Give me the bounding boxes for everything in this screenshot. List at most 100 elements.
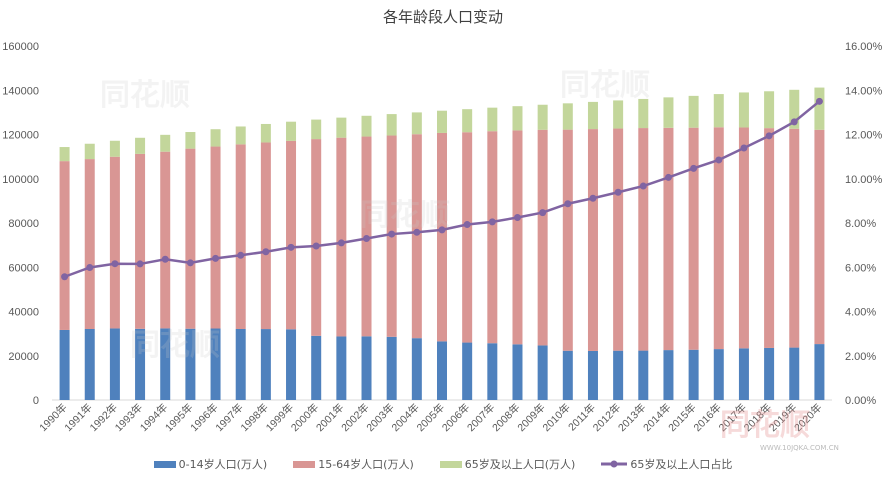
legend-label: 65岁及以上人口占比 <box>630 458 733 471</box>
watermark-url: WWW.10JQKA.COM.CN <box>760 444 839 452</box>
bar-segment <box>437 132 447 342</box>
line-point <box>614 188 622 196</box>
y-tick-label: 160000 <box>2 41 39 53</box>
bar-segment <box>487 343 498 400</box>
bar-segment <box>713 349 724 400</box>
bar-segment <box>764 347 775 400</box>
line-point <box>664 173 672 181</box>
bar-segment <box>638 98 649 129</box>
bar-segment <box>638 350 649 400</box>
legend-label: 15-64岁人口(万人) <box>318 458 414 471</box>
bar-segment <box>789 89 800 129</box>
bar-segment <box>663 350 674 400</box>
bar-segment <box>386 336 397 400</box>
y2-tick-label: 12.00% <box>845 130 883 142</box>
legend-item[interactable]: 65岁及以上人口(万人) <box>439 456 576 472</box>
bar-segment <box>160 328 171 400</box>
bar-segment <box>311 119 322 140</box>
bar-segment <box>537 129 548 346</box>
bar-segment <box>59 161 70 330</box>
bar-segment <box>235 126 246 145</box>
bar-segment <box>688 127 699 350</box>
bar-segment <box>135 328 146 400</box>
y2-tick-label: 0.00% <box>845 395 876 407</box>
y-tick-label: 80000 <box>8 218 39 230</box>
bar-segment <box>487 131 498 344</box>
bar-segment <box>160 134 171 152</box>
bar-segment <box>587 129 598 351</box>
y-tick-label: 60000 <box>8 262 39 274</box>
bar-segment <box>386 114 397 136</box>
bar-segment <box>462 342 473 400</box>
bar-segment <box>311 335 322 400</box>
bar-segment <box>135 137 146 154</box>
bar-segment <box>512 130 523 345</box>
y2-tick-label: 2.00% <box>845 351 876 363</box>
bar-segment <box>437 110 447 133</box>
bar-segment <box>84 159 95 329</box>
bar-segment <box>109 140 120 157</box>
legend-item[interactable]: 0-14岁人口(万人) <box>153 456 267 472</box>
bar-segment <box>613 128 624 351</box>
bar-segment <box>814 129 825 345</box>
legend-item[interactable]: 15-64岁人口(万人) <box>293 456 414 472</box>
line-point <box>639 182 647 190</box>
bar-segment <box>109 156 120 329</box>
bar-segment <box>260 123 271 143</box>
bar-segment <box>160 151 171 329</box>
line-point <box>815 97 823 105</box>
line-point <box>690 164 698 172</box>
bar-segment <box>764 128 775 348</box>
bar-segment <box>411 134 422 339</box>
bar-segment <box>462 109 473 133</box>
bar-segment <box>814 87 825 130</box>
line-point <box>363 234 371 242</box>
y-tick-label: 140000 <box>2 85 39 97</box>
line-point <box>61 273 69 281</box>
line-point <box>287 243 295 251</box>
line-point <box>312 242 320 250</box>
bar-segment <box>286 121 297 141</box>
line-point <box>136 260 144 268</box>
bar-segment <box>59 147 70 162</box>
legend-item[interactable]: 65岁及以上人口占比 <box>601 456 732 472</box>
line-point <box>237 251 245 259</box>
bar-segment <box>109 328 120 400</box>
line-point <box>413 228 421 236</box>
legend: 0-14岁人口(万人) 15-64岁人口(万人) 65岁及以上人口(万人) 65… <box>0 456 886 472</box>
bar-segment <box>235 144 246 329</box>
y2-tick-label: 14.00% <box>845 85 883 97</box>
bar-segment <box>260 329 271 400</box>
bar-segment <box>336 137 347 337</box>
bar-segment <box>789 347 800 400</box>
bar-segment <box>562 129 573 351</box>
line-point <box>589 194 597 202</box>
legend-swatch <box>153 460 176 468</box>
line-point <box>212 254 220 262</box>
legend-label: 65岁及以上人口(万人) <box>464 458 576 471</box>
bar-segment <box>336 336 347 400</box>
y-tick-label: 100000 <box>2 174 39 186</box>
bar-segment <box>487 107 498 132</box>
line-point <box>262 248 270 256</box>
bar-segment <box>462 132 473 343</box>
line-point <box>438 226 446 234</box>
bar-segment <box>738 348 749 400</box>
bar-segment <box>260 142 271 330</box>
bar-segment <box>437 341 447 400</box>
bar-segment <box>210 129 221 147</box>
bar-segment <box>663 127 674 351</box>
y2-tick-label: 4.00% <box>845 307 876 319</box>
bar-segment <box>210 328 221 400</box>
line-point <box>790 118 798 126</box>
line-point <box>740 144 748 152</box>
bar-segment <box>738 92 749 128</box>
x-tick-label: 2010年 <box>540 401 573 434</box>
bar-segment <box>235 328 246 400</box>
bar-segment <box>587 350 598 400</box>
bar-segment <box>185 148 196 329</box>
bar-segment <box>185 328 196 400</box>
y-tick-label: 40000 <box>8 307 39 319</box>
y2-tick-label: 16.00% <box>845 41 883 53</box>
